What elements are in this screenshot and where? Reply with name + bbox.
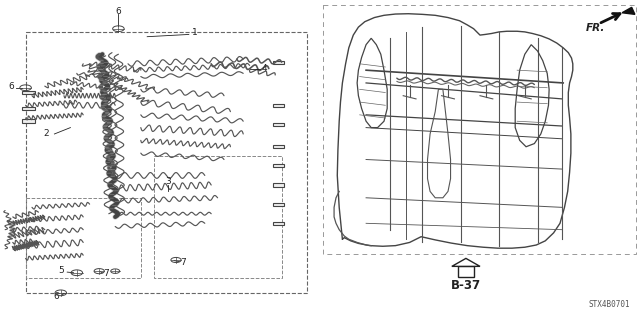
Bar bbox=[458, 266, 474, 277]
Text: 1: 1 bbox=[193, 28, 198, 37]
Bar bbox=[273, 123, 284, 126]
Text: FR.: FR. bbox=[586, 23, 605, 33]
Bar bbox=[22, 91, 35, 94]
Text: 6: 6 bbox=[54, 292, 60, 301]
Bar bbox=[273, 183, 284, 187]
Text: 6: 6 bbox=[116, 7, 121, 16]
Text: 3: 3 bbox=[165, 177, 170, 186]
Text: 2: 2 bbox=[44, 130, 49, 138]
Text: B-37: B-37 bbox=[451, 279, 481, 292]
Bar bbox=[26, 198, 141, 278]
Text: 7: 7 bbox=[104, 269, 109, 278]
Bar bbox=[273, 164, 284, 167]
Text: 7: 7 bbox=[180, 258, 186, 267]
Bar bbox=[273, 222, 284, 225]
Bar bbox=[323, 5, 636, 254]
Polygon shape bbox=[452, 258, 480, 266]
Bar bbox=[22, 107, 35, 110]
Bar bbox=[26, 32, 307, 293]
Polygon shape bbox=[622, 7, 635, 14]
Bar bbox=[273, 61, 284, 64]
Text: 4: 4 bbox=[261, 64, 267, 73]
Text: 6: 6 bbox=[9, 82, 14, 91]
Bar bbox=[273, 145, 284, 148]
Bar bbox=[273, 203, 284, 206]
Bar bbox=[154, 156, 282, 278]
Text: 5: 5 bbox=[58, 266, 64, 275]
Text: STX4B0701: STX4B0701 bbox=[589, 300, 630, 309]
Bar bbox=[22, 119, 35, 123]
Bar bbox=[273, 104, 284, 107]
